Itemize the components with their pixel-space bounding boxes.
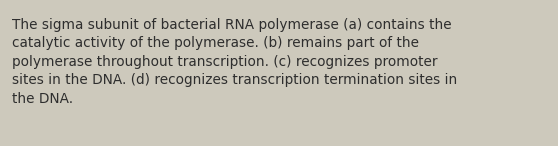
Text: The sigma subunit of bacterial RNA polymerase (a) contains the
catalytic activit: The sigma subunit of bacterial RNA polym… bbox=[12, 18, 458, 106]
